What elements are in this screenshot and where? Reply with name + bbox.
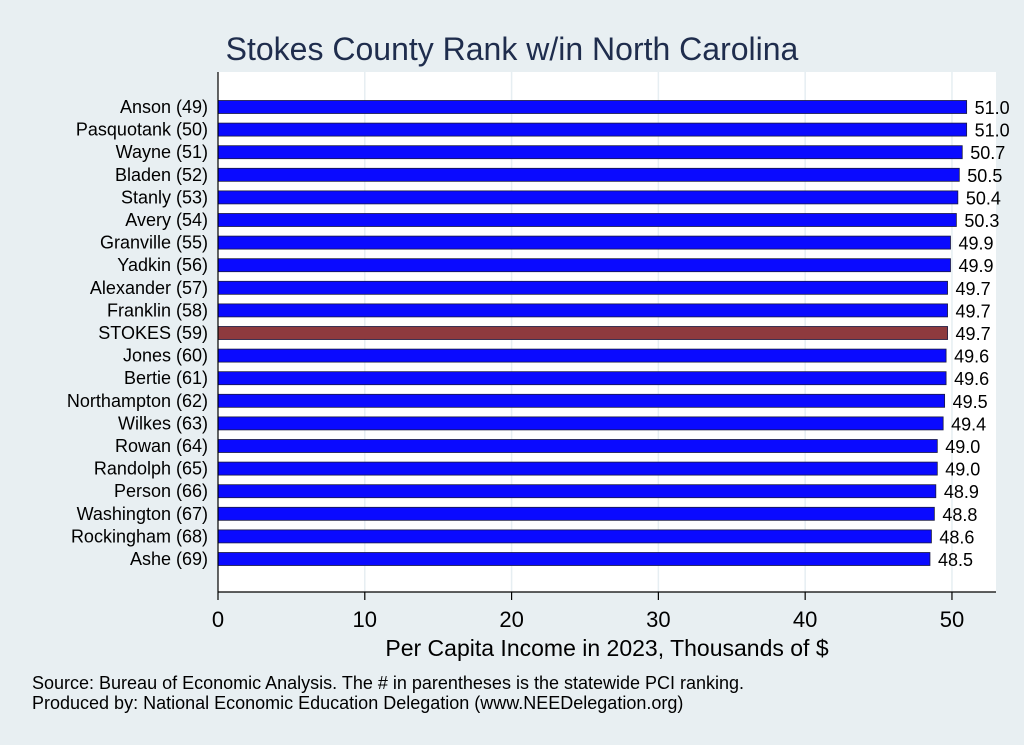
value-label: 51.0	[975, 121, 1010, 141]
category-label: Ashe (69)	[130, 549, 208, 569]
bar	[217, 552, 931, 566]
x-tick-label: 40	[793, 607, 817, 632]
bar	[217, 461, 938, 476]
category-label: Washington (67)	[77, 504, 208, 524]
value-labels: 51.051.050.750.550.450.349.949.949.749.7…	[938, 98, 1010, 570]
bar	[217, 145, 963, 160]
value-label: 48.6	[939, 527, 974, 547]
x-tick-label: 0	[212, 607, 224, 632]
bar	[217, 484, 937, 499]
bar	[217, 393, 946, 408]
category-label: Franklin (58)	[107, 300, 208, 320]
value-label: 49.9	[958, 256, 993, 276]
source-note: Source: Bureau of Economic Analysis. The…	[32, 673, 744, 693]
bar	[217, 122, 968, 137]
bar	[217, 439, 938, 453]
x-tick-label: 10	[353, 607, 377, 632]
category-label: Pasquotank (50)	[76, 120, 208, 140]
x-tick-label: 50	[940, 607, 964, 632]
category-labels: Anson (49) Pasquotank (50)Wayne (51) Blade…	[67, 97, 208, 569]
value-label: 49.5	[953, 392, 988, 412]
category-label: Stanly (53)	[121, 187, 208, 207]
value-label: 50.3	[964, 211, 999, 231]
value-label: 49.9	[958, 234, 993, 254]
bar	[217, 303, 948, 318]
category-label: Bladen (52)	[115, 165, 208, 185]
category-label: Rockingham (68)	[71, 526, 208, 546]
category-label: Person (66)	[114, 481, 208, 501]
bar	[217, 235, 951, 250]
value-label: 49.7	[956, 324, 991, 344]
category-label: Anson (49)	[120, 97, 208, 117]
value-label: 49.0	[945, 460, 980, 480]
category-label: Alexander (57)	[90, 278, 208, 298]
value-label: 49.6	[954, 347, 989, 367]
bar	[217, 371, 947, 386]
category-label: Yadkin (56)	[117, 255, 208, 275]
category-label: Wayne (51)	[116, 142, 208, 162]
bar	[217, 258, 951, 273]
bar	[217, 280, 948, 295]
bar	[217, 416, 944, 431]
category-label: Northampton (62)	[67, 391, 208, 411]
value-label: 51.0	[975, 98, 1010, 118]
bar	[217, 348, 947, 363]
category-label: Rowan (64)	[115, 436, 208, 456]
produced-by-note: Produced by: National Economic Education…	[32, 693, 683, 713]
value-label: 50.5	[967, 166, 1002, 186]
value-label: 50.7	[970, 143, 1005, 163]
bar	[217, 506, 935, 521]
value-label: 49.4	[951, 414, 986, 434]
value-label: 49.7	[956, 301, 991, 321]
value-label: 49.0	[945, 437, 980, 457]
bar-highlight	[217, 326, 948, 340]
category-label: Granville (55)	[100, 233, 208, 253]
bar	[217, 529, 932, 544]
bar	[217, 100, 968, 114]
x-axis-title: Per Capita Income in 2023, Thousands of …	[385, 635, 828, 661]
value-label: 49.6	[954, 369, 989, 389]
x-tick-label: 30	[646, 607, 670, 632]
bar	[217, 167, 960, 182]
category-label: Bertie (61)	[124, 368, 208, 388]
value-label: 49.7	[956, 279, 991, 299]
category-label: Jones (60)	[123, 346, 208, 366]
value-label: 48.5	[938, 550, 973, 570]
category-label: Randolph (65)	[94, 459, 208, 479]
x-tick-label: 20	[499, 607, 523, 632]
category-label: Wilkes (63)	[118, 413, 208, 433]
x-axis: 0 10 20 30 40 50	[212, 72, 996, 632]
value-label: 50.4	[966, 188, 1001, 208]
bars	[217, 100, 968, 566]
value-label: 48.8	[942, 505, 977, 525]
value-label: 48.9	[944, 482, 979, 502]
chart-title: Stokes County Rank w/in North Carolina	[226, 31, 799, 67]
category-label: Avery (54)	[125, 210, 208, 230]
bar	[217, 190, 959, 205]
category-label: STOKES (59)	[98, 323, 208, 343]
bar	[217, 213, 957, 227]
